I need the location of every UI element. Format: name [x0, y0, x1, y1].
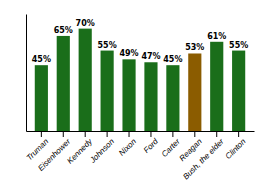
- x-tick-label: Nixon: [117, 137, 138, 158]
- data-label: 49%: [119, 49, 138, 58]
- x-axis: TrumanEisenhowerKennedyJohnsonNixonFordC…: [25, 131, 255, 181]
- bar: [210, 42, 223, 131]
- chart: TrumanEisenhowerKennedyJohnsonNixonFordC…: [0, 0, 262, 193]
- bar: [101, 51, 114, 131]
- x-tick-label: Ford: [142, 137, 160, 155]
- x-tick: Nixon: [117, 131, 138, 158]
- bar: [35, 65, 48, 131]
- x-tick-mark: [150, 131, 151, 137]
- data-label: 45%: [163, 55, 182, 64]
- y-axis-line: [26, 15, 27, 132]
- bar: [57, 36, 70, 131]
- data-label: 70%: [76, 19, 95, 28]
- x-tick: Eisenhower: [36, 131, 72, 173]
- plot: TrumanEisenhowerKennedyJohnsonNixonFordC…: [25, 15, 255, 182]
- data-label: 65%: [54, 26, 73, 35]
- x-tick-mark: [63, 131, 64, 137]
- x-tick-label: Eisenhower: [36, 137, 72, 173]
- bar: [232, 51, 245, 131]
- x-tick: Bush, the elder: [181, 131, 226, 181]
- x-tick-label: Clinton: [224, 137, 248, 161]
- bars: [35, 29, 245, 131]
- x-tick-mark: [41, 131, 42, 137]
- bar: [188, 53, 201, 131]
- bar: [79, 29, 92, 131]
- x-tick-mark: [216, 131, 217, 137]
- x-tick-mark: [194, 131, 195, 137]
- data-label: 55%: [98, 41, 117, 50]
- data-label: 47%: [141, 52, 160, 61]
- x-tick-mark: [238, 131, 239, 137]
- x-axis-line: [27, 131, 255, 132]
- bar: [166, 65, 179, 131]
- x-tick: Clinton: [224, 131, 248, 161]
- data-label: 61%: [207, 32, 226, 41]
- y-axis: [26, 15, 27, 132]
- x-tick-label: Johnson: [88, 137, 117, 166]
- data-labels: 45%65%70%55%49%47%45%53%61%55%: [32, 19, 248, 65]
- x-tick-mark: [85, 131, 86, 137]
- x-tick-mark: [129, 131, 130, 137]
- x-tick: Ford: [142, 131, 160, 155]
- data-label: 53%: [185, 43, 204, 52]
- data-label: 55%: [229, 41, 248, 50]
- data-label: 45%: [32, 55, 51, 64]
- x-tick-mark: [172, 131, 173, 137]
- x-tick-label: Bush, the elder: [181, 137, 226, 182]
- bar: [144, 62, 157, 131]
- bar: [122, 59, 135, 131]
- x-tick-mark: [107, 131, 108, 137]
- x-tick: Johnson: [88, 131, 117, 165]
